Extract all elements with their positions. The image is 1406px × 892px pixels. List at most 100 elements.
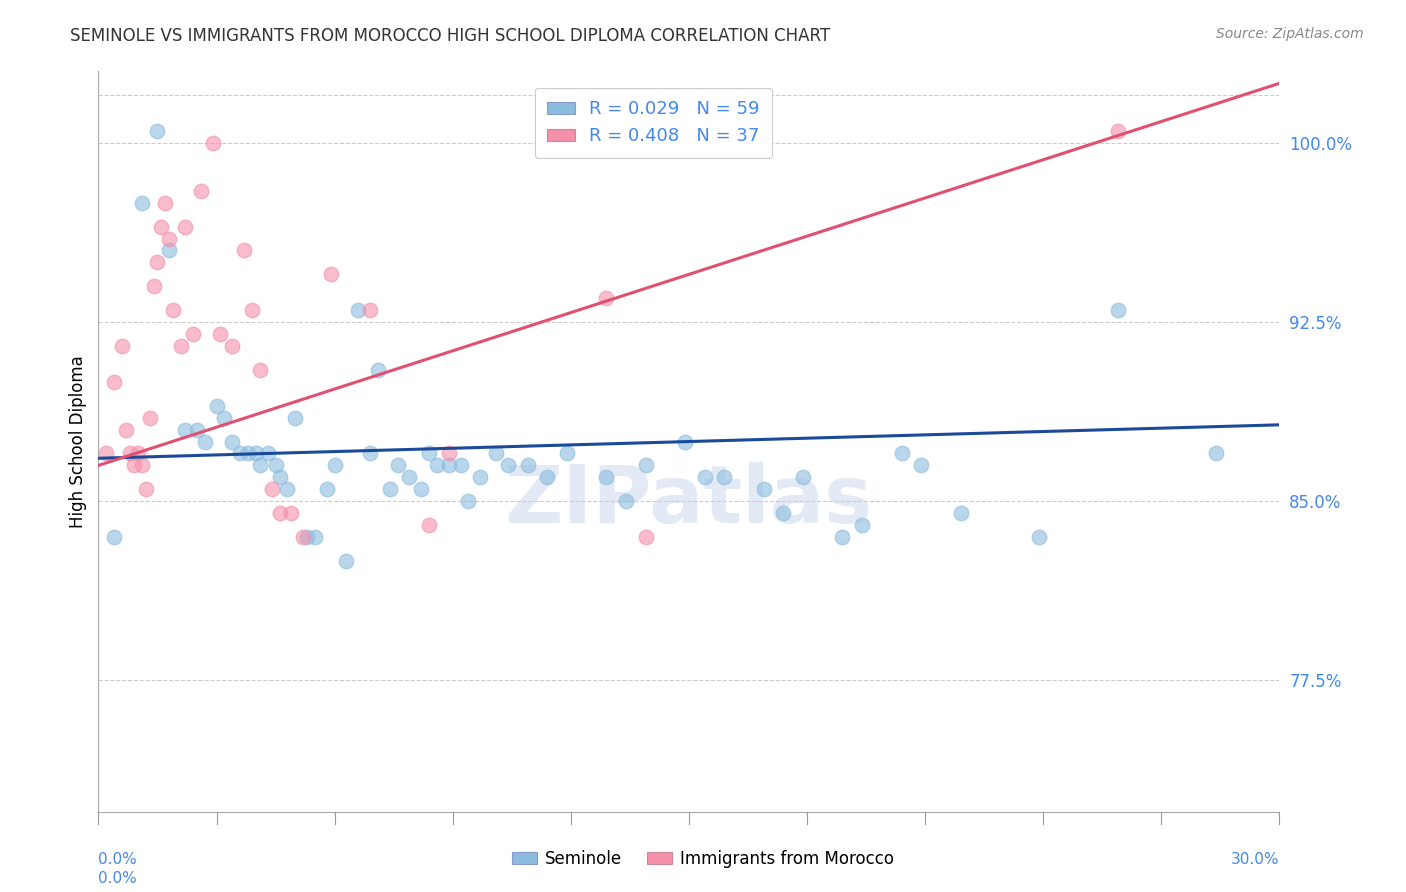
Point xyxy=(470,470,492,484)
Point xyxy=(387,458,409,473)
Point xyxy=(693,470,716,484)
Text: ZIPatlas: ZIPatlas xyxy=(505,462,873,540)
Point xyxy=(831,530,853,544)
Point xyxy=(181,327,204,342)
Point xyxy=(201,136,224,150)
Text: 30.0%: 30.0% xyxy=(1232,853,1279,867)
Point xyxy=(269,470,291,484)
Point xyxy=(437,446,460,460)
Point xyxy=(949,506,972,520)
Point xyxy=(142,279,165,293)
Text: SEMINOLE VS IMMIGRANTS FROM MOROCCO HIGH SCHOOL DIPLOMA CORRELATION CHART: SEMINOLE VS IMMIGRANTS FROM MOROCCO HIGH… xyxy=(70,27,831,45)
Point xyxy=(319,268,342,282)
Point xyxy=(162,303,184,318)
Legend: Seminole, Immigrants from Morocco: Seminole, Immigrants from Morocco xyxy=(505,844,901,875)
Point xyxy=(269,506,291,520)
Point xyxy=(236,446,259,460)
Point xyxy=(1205,446,1227,460)
Point xyxy=(359,446,381,460)
Point xyxy=(138,410,160,425)
Point xyxy=(174,423,197,437)
Y-axis label: High School Diploma: High School Diploma xyxy=(69,355,87,528)
Point xyxy=(249,363,271,377)
Point xyxy=(150,219,173,234)
Point xyxy=(190,184,212,198)
Point xyxy=(205,399,228,413)
Point xyxy=(457,494,479,508)
Point xyxy=(347,303,370,318)
Point xyxy=(115,423,138,437)
Point xyxy=(304,530,326,544)
Point xyxy=(146,124,169,138)
Point xyxy=(595,291,617,305)
Point xyxy=(233,244,256,258)
Point xyxy=(260,483,283,497)
Point xyxy=(437,458,460,473)
Point xyxy=(713,470,735,484)
Point xyxy=(752,483,775,497)
Point xyxy=(284,410,307,425)
Point xyxy=(131,195,153,210)
Point xyxy=(890,446,912,460)
Point xyxy=(910,458,932,473)
Point xyxy=(292,530,315,544)
Point xyxy=(1028,530,1050,544)
Point xyxy=(359,303,381,318)
Point xyxy=(186,423,208,437)
Point xyxy=(256,446,278,460)
Point xyxy=(229,446,252,460)
Text: 0.0%: 0.0% xyxy=(98,853,138,867)
Point xyxy=(221,434,243,449)
Point xyxy=(485,446,508,460)
Point xyxy=(516,458,538,473)
Point xyxy=(249,458,271,473)
Point xyxy=(367,363,389,377)
Point xyxy=(772,506,794,520)
Point xyxy=(131,458,153,473)
Point xyxy=(103,530,125,544)
Point xyxy=(245,446,267,460)
Point xyxy=(1107,303,1129,318)
Point xyxy=(1107,124,1129,138)
Point xyxy=(536,470,558,484)
Text: 0.0%: 0.0% xyxy=(98,871,138,887)
Point xyxy=(157,231,180,245)
Point xyxy=(240,303,263,318)
Point xyxy=(595,470,617,484)
Point xyxy=(496,458,519,473)
Point xyxy=(155,195,177,210)
Point xyxy=(111,339,134,353)
Point xyxy=(264,458,287,473)
Text: Source: ZipAtlas.com: Source: ZipAtlas.com xyxy=(1216,27,1364,41)
Point xyxy=(792,470,814,484)
Point xyxy=(214,410,236,425)
Point xyxy=(96,446,118,460)
Point xyxy=(398,470,420,484)
Point xyxy=(851,518,873,533)
Point xyxy=(127,446,149,460)
Point xyxy=(418,518,440,533)
Point xyxy=(411,483,433,497)
Point xyxy=(280,506,302,520)
Point xyxy=(450,458,472,473)
Point xyxy=(118,446,141,460)
Point xyxy=(634,458,657,473)
Point xyxy=(194,434,217,449)
Point xyxy=(335,554,357,568)
Point xyxy=(103,375,125,389)
Point xyxy=(170,339,193,353)
Point xyxy=(146,255,169,269)
Point xyxy=(323,458,346,473)
Point xyxy=(157,244,180,258)
Point xyxy=(209,327,232,342)
Point xyxy=(378,483,401,497)
Point xyxy=(221,339,243,353)
Point xyxy=(418,446,440,460)
Point xyxy=(135,483,157,497)
Point xyxy=(276,483,298,497)
Point xyxy=(295,530,318,544)
Point xyxy=(315,483,337,497)
Point xyxy=(614,494,637,508)
Legend: R = 0.029   N = 59, R = 0.408   N = 37: R = 0.029 N = 59, R = 0.408 N = 37 xyxy=(534,87,772,158)
Point xyxy=(555,446,578,460)
